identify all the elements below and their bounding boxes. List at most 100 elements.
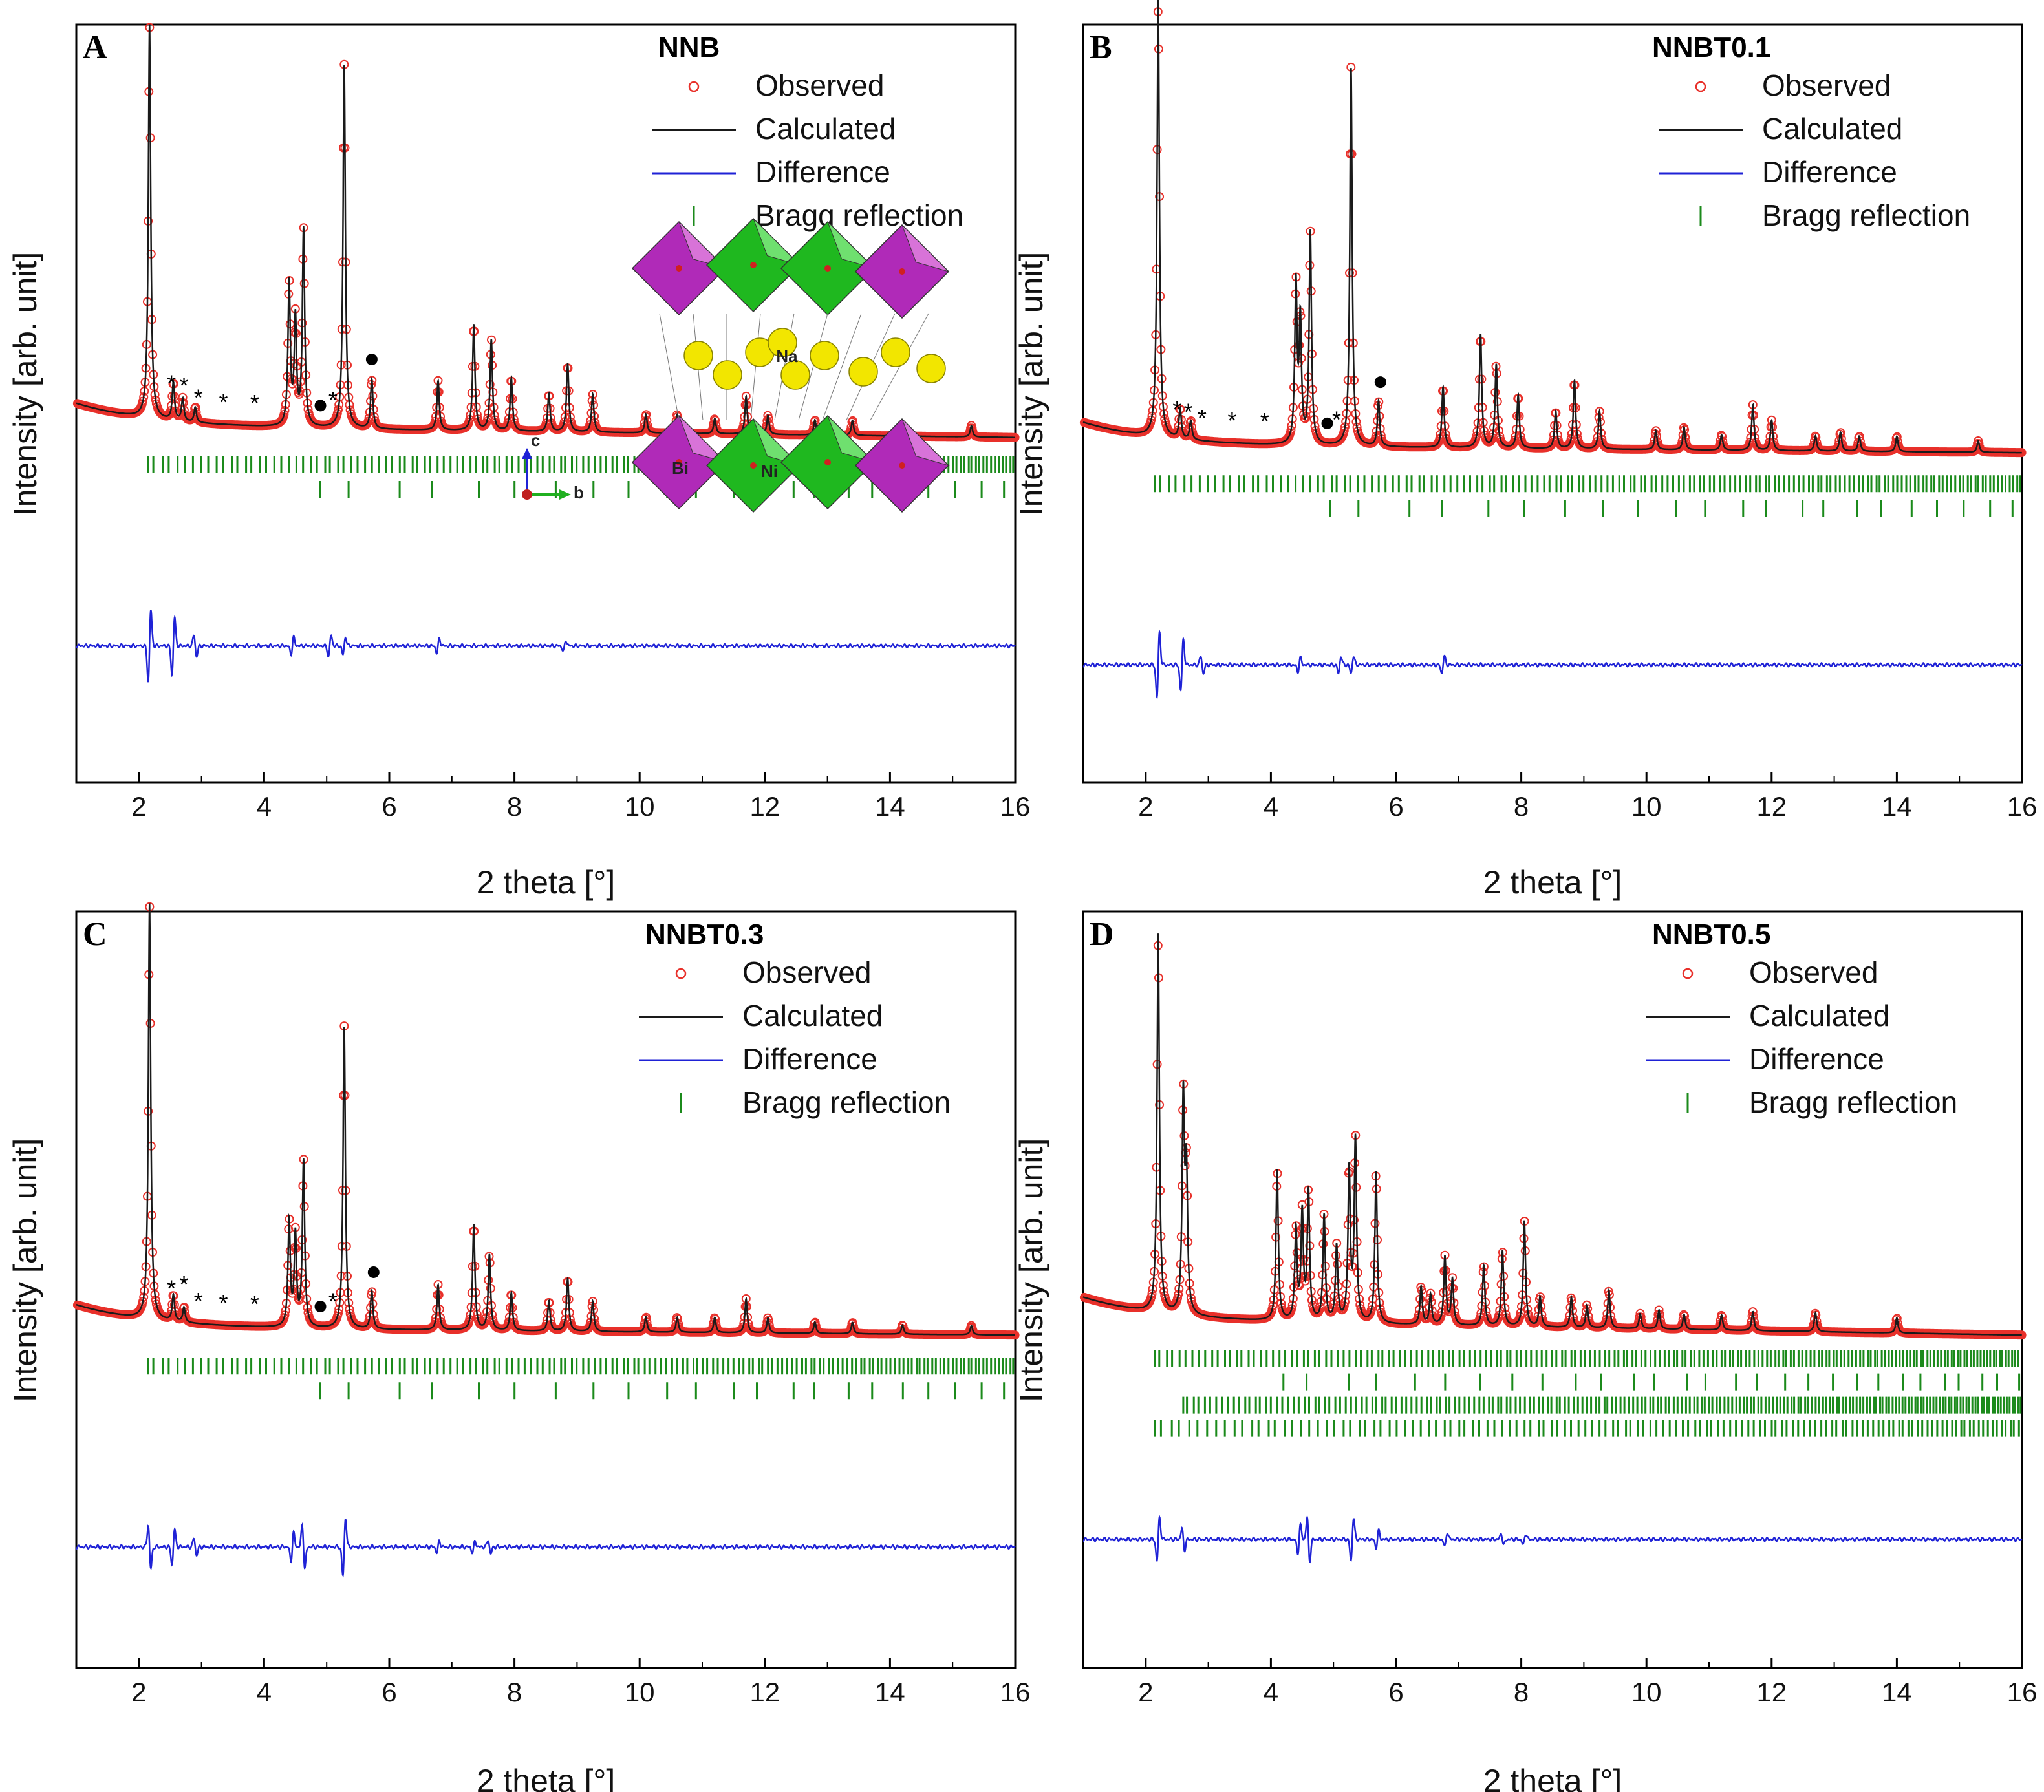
legend-label: Difference bbox=[1762, 155, 1897, 189]
x-axis-label: 2 theta [°] bbox=[1483, 1763, 1622, 1792]
legend-label: Bragg reflection bbox=[755, 198, 963, 232]
x-tick-label: 16 bbox=[2007, 1677, 2038, 1707]
x-tick-label: 2 bbox=[1138, 1677, 1153, 1707]
legend-item-difference: Difference bbox=[652, 155, 890, 189]
legend-item-observed: Observed bbox=[1682, 955, 1878, 989]
dot-marker bbox=[367, 1266, 380, 1278]
axes-orientation-icon: cb bbox=[522, 431, 584, 502]
impurity-markers: ****** bbox=[167, 354, 378, 416]
x-tick-label: 14 bbox=[875, 791, 905, 822]
octahedron-top-3 bbox=[854, 224, 950, 319]
y-axis-label: Intensity [arb. unit] bbox=[1013, 1138, 1049, 1403]
x-tick-label: 2 bbox=[131, 791, 146, 822]
x-tick-label: 4 bbox=[257, 791, 272, 822]
x-tick-label: 14 bbox=[1882, 791, 1912, 822]
x-tick-label: 8 bbox=[507, 1677, 522, 1707]
x-axis-label: 2 theta [°] bbox=[477, 864, 616, 901]
sodium-atom bbox=[713, 360, 742, 390]
legend: Observed Calculated Difference Bragg reflec… bbox=[652, 69, 963, 232]
difference-curve bbox=[76, 610, 1016, 683]
octahedron-bottom-2-center bbox=[824, 459, 831, 465]
star-marker: * bbox=[250, 390, 259, 416]
bond-line bbox=[870, 313, 929, 421]
y-axis-label: Intensity [arb. unit] bbox=[1013, 252, 1049, 517]
legend: Observed Calculated Difference Bragg reflec… bbox=[639, 955, 951, 1119]
legend-item-bragg: Bragg reflection bbox=[1686, 1085, 1957, 1119]
impurity-markers: ****** bbox=[1172, 376, 1386, 434]
x-tick-label: 12 bbox=[749, 1677, 780, 1707]
plot-frame bbox=[1082, 23, 2023, 784]
legend-label: Bragg reflection bbox=[1762, 198, 1970, 232]
octahedron-top-1-facet bbox=[753, 218, 801, 266]
legend-item-observed: Observed bbox=[675, 955, 871, 989]
x-tick-label: 12 bbox=[1756, 791, 1787, 822]
calculated-curve bbox=[76, 24, 1015, 438]
star-marker: * bbox=[1184, 398, 1193, 425]
observed-marker-icon bbox=[675, 968, 687, 979]
atom-label-bi: Bi bbox=[672, 458, 689, 478]
x-axis-ticks: 2 4 6 8 10 12 14 16 bbox=[1082, 772, 2037, 822]
x-axis-label: 2 theta [°] bbox=[477, 1763, 616, 1792]
x-axis-label: 2 theta [°] bbox=[1483, 864, 1622, 901]
sodium-atom bbox=[780, 360, 810, 390]
sodium-atom bbox=[768, 328, 797, 357]
star-marker: * bbox=[1260, 408, 1269, 434]
axis-label-b: b bbox=[574, 483, 584, 502]
x-tick-label: 6 bbox=[382, 791, 396, 822]
star-marker: * bbox=[167, 370, 176, 396]
sodium-atom bbox=[810, 341, 839, 370]
calculated-curve bbox=[1082, 0, 2022, 454]
legend-label: Observed bbox=[1762, 69, 1891, 102]
legend-item-calculated: Calculated bbox=[1646, 999, 1889, 1032]
star-marker: * bbox=[194, 385, 203, 411]
panel-letter: A bbox=[83, 29, 107, 66]
x-tick-label: 4 bbox=[1264, 1677, 1278, 1707]
star-marker: * bbox=[179, 372, 188, 399]
impurity-markers: ****** bbox=[167, 1266, 380, 1317]
octahedron-bottom-0-facet bbox=[678, 415, 727, 464]
x-tick-label: 8 bbox=[507, 791, 522, 822]
bragg-reflections bbox=[1154, 1350, 2022, 1437]
x-tick-label: 10 bbox=[625, 791, 655, 822]
sodium-atom bbox=[848, 357, 878, 387]
legend-item-calculated: Calculated bbox=[1659, 112, 1902, 145]
observed-marker-icon bbox=[1695, 81, 1706, 92]
legend: Observed Calculated Difference Bragg reflec… bbox=[1646, 955, 1957, 1119]
dot-marker bbox=[1374, 376, 1386, 389]
bond-line bbox=[798, 313, 828, 421]
x-tick-label: 6 bbox=[1388, 791, 1403, 822]
y-axis-label: Intensity [arb. unit] bbox=[7, 1138, 43, 1403]
octahedron-top-3-center bbox=[899, 268, 905, 275]
observed-marker-icon bbox=[688, 81, 700, 92]
axis-label-c: c bbox=[531, 431, 540, 450]
legend-label: Observed bbox=[755, 69, 884, 102]
octahedron-top-3-facet bbox=[901, 224, 950, 273]
atom-label-na: Na bbox=[776, 347, 798, 366]
bragg-row-2 bbox=[1282, 1373, 2021, 1391]
c-axis-head bbox=[522, 448, 532, 459]
star-marker: * bbox=[194, 1288, 203, 1314]
octahedron-top-1 bbox=[705, 217, 801, 313]
octahedron-bottom-2 bbox=[780, 414, 876, 510]
star-marker: * bbox=[219, 389, 228, 415]
x-tick-label: 6 bbox=[382, 1677, 396, 1707]
octahedron-bottom-1 bbox=[705, 418, 801, 513]
octahedron-bottom-2-facet bbox=[827, 415, 876, 464]
legend-item-difference: Difference bbox=[639, 1042, 877, 1076]
x-tick-label: 10 bbox=[625, 1677, 655, 1707]
legend-label: Difference bbox=[742, 1042, 877, 1076]
bragg-row-4 bbox=[1154, 1420, 2020, 1437]
difference-curve bbox=[1082, 1514, 2023, 1564]
octahedron-top-0-center bbox=[676, 265, 682, 272]
x-axis-ticks: 2 4 6 8 10 12 14 16 bbox=[1082, 1658, 2038, 1707]
x-tick-label: 12 bbox=[749, 791, 780, 822]
x-tick-label: 8 bbox=[1514, 1677, 1529, 1707]
octahedron-top-0 bbox=[631, 220, 727, 316]
panel-b: 2 4 6 8 10 12 14 16 2 theta [°] Intensity [arb. u… bbox=[1013, 0, 2037, 901]
legend-item-bragg: Bragg reflection bbox=[693, 198, 963, 232]
y-axis-label: Intensity [arb. unit] bbox=[7, 252, 43, 517]
legend-label: Bragg reflection bbox=[742, 1085, 951, 1119]
plot-frame bbox=[75, 910, 1017, 1669]
dot-marker bbox=[314, 400, 327, 412]
